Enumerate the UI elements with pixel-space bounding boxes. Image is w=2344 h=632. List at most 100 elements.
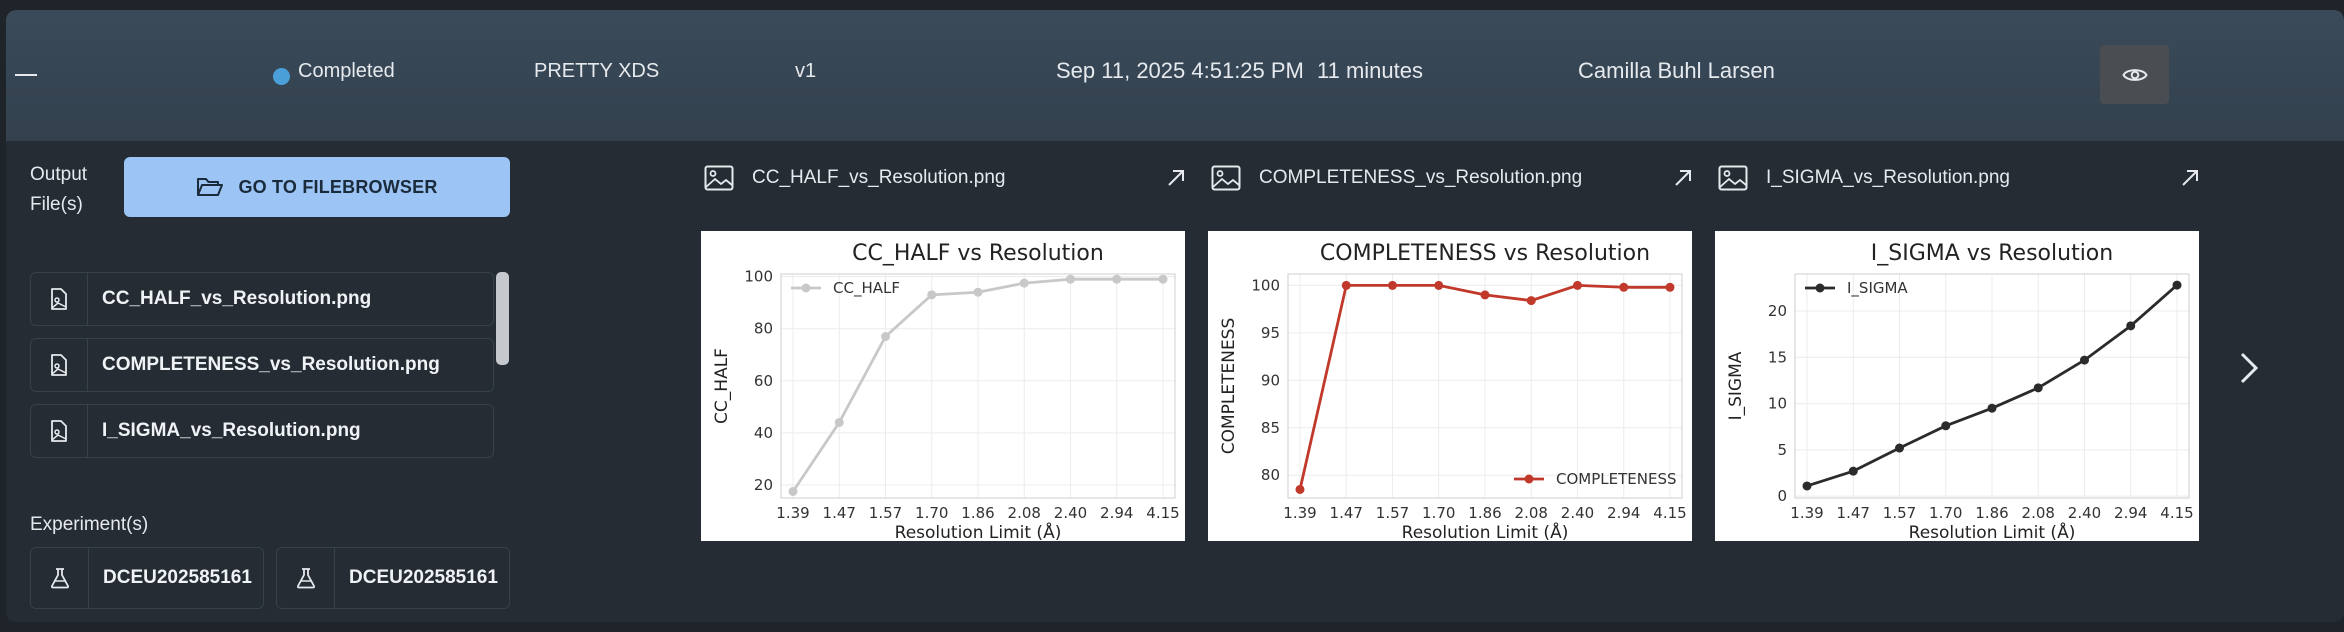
y-axis-label: I_SIGMA xyxy=(1726,351,1746,420)
x-tick-label: 2.08 xyxy=(1008,504,1041,522)
x-tick-label: 2.08 xyxy=(2022,504,2055,522)
data-point xyxy=(1619,282,1629,292)
data-point xyxy=(927,290,937,300)
chart-image-cc-half[interactable]: CC_HALF vs Resolution 1.39 1.47 1.57 1.70 1.8… xyxy=(701,231,1185,543)
data-point xyxy=(1112,274,1122,284)
i-sigma-chart: I_SIGMA vs Resolution 1.39 1.47 1.57 1.70 1.8… xyxy=(1726,241,2194,543)
y-tick-label: 90 xyxy=(1261,371,1280,389)
data-point xyxy=(1526,296,1536,306)
x-tick-label: 4.15 xyxy=(1653,504,1686,522)
data-point xyxy=(1434,280,1444,290)
x-tick-label: 1.57 xyxy=(1883,504,1916,522)
x-tick-label: 4.15 xyxy=(2160,504,2193,522)
filebrowser-label: GO TO FILEBROWSER xyxy=(238,176,438,197)
chart-title: I_SIGMA vs Resolution xyxy=(1871,241,2113,266)
chart-image-i-sigma[interactable]: I_SIGMA vs Resolution 1.39 1.47 1.57 1.70 1.8… xyxy=(1715,231,2199,543)
legend-marker xyxy=(1524,474,1534,484)
x-axis-label: Resolution Limit (Å) xyxy=(1402,521,1569,541)
x-tick-label: 1.47 xyxy=(1837,504,1870,522)
view-button[interactable] xyxy=(2100,45,2169,104)
data-point xyxy=(2172,280,2182,290)
image-card-filename: CC_HALF_vs_Resolution.png xyxy=(752,167,1006,188)
y-tick-label: 100 xyxy=(744,268,773,286)
file-list-scrollbar[interactable] xyxy=(496,272,509,365)
data-point xyxy=(1848,466,1858,476)
eye-icon xyxy=(2121,68,2148,81)
x-tick-label: 1.39 xyxy=(1283,504,1316,522)
data-point xyxy=(1341,280,1351,290)
status-text: Completed xyxy=(298,60,395,82)
job-header-row[interactable]: Completed PRETTY XDS v1 Sep 11, 2025 4:5… xyxy=(6,10,2344,141)
data-point xyxy=(1987,403,1997,413)
output-file-item[interactable]: COMPLETENESS_vs_Resolution.png xyxy=(30,338,494,392)
job-user: Camilla Buhl Larsen xyxy=(1578,58,1775,83)
y-tick-label: 20 xyxy=(754,476,773,494)
x-tick-label: 1.70 xyxy=(915,504,948,522)
data-point xyxy=(1158,274,1168,284)
data-point xyxy=(2126,321,2136,331)
data-point xyxy=(1019,278,1029,288)
data-point xyxy=(973,287,983,297)
legend-marker xyxy=(801,283,811,293)
x-tick-label: 2.94 xyxy=(1607,504,1640,522)
x-tick-label: 1.47 xyxy=(823,504,856,522)
data-point xyxy=(1480,290,1490,300)
y-tick-label: 85 xyxy=(1261,419,1280,437)
output-file-name: I_SIGMA_vs_Resolution.png xyxy=(102,420,361,441)
go-to-filebrowser-button[interactable]: GO TO FILEBROWSER xyxy=(124,157,510,217)
x-tick-label: 1.39 xyxy=(1790,504,1823,522)
plot-frame xyxy=(780,273,1176,499)
open-external-icon[interactable] xyxy=(1166,168,1186,188)
x-axis-label: Resolution Limit (Å) xyxy=(895,521,1062,541)
flask-icon xyxy=(296,568,315,589)
y-tick-label: 60 xyxy=(754,372,773,390)
output-file-item[interactable]: CC_HALF_vs_Resolution.png xyxy=(30,272,494,326)
y-axis-label: COMPLETENESS xyxy=(1219,318,1239,455)
output-files-label: Output File(s) xyxy=(30,164,88,215)
y-tick-label: 40 xyxy=(754,424,773,442)
x-tick-label: 1.57 xyxy=(869,504,902,522)
data-point xyxy=(834,417,844,427)
data-point xyxy=(2033,383,2043,393)
data-point xyxy=(2080,355,2089,365)
y-tick-label: 95 xyxy=(1261,324,1280,342)
x-tick-label: 2.40 xyxy=(1561,504,1594,522)
x-tick-label: 1.39 xyxy=(776,504,809,522)
x-tick-label: 2.40 xyxy=(2068,504,2101,522)
data-point xyxy=(1895,443,1904,453)
file-image-icon xyxy=(51,288,67,310)
legend-label: COMPLETENESS xyxy=(1556,470,1676,488)
job-duration: 11 minutes xyxy=(1317,58,1423,83)
y-tick-label: 10 xyxy=(1768,395,1787,413)
x-tick-label: 2.94 xyxy=(1100,504,1133,522)
x-tick-label: 2.08 xyxy=(1515,504,1548,522)
y-tick-label: 80 xyxy=(1261,466,1280,484)
output-file-item[interactable]: I_SIGMA_vs_Resolution.png xyxy=(30,404,494,458)
experiments-label: Experiment(s) xyxy=(30,514,149,535)
flask-icon xyxy=(50,568,69,589)
x-tick-label: 1.47 xyxy=(1330,504,1363,522)
experiment-item[interactable]: DCEU202585161 xyxy=(276,547,510,609)
legend-marker xyxy=(1815,283,1825,293)
collapse-icon[interactable] xyxy=(15,74,37,76)
image-icon xyxy=(1718,165,1748,191)
y-tick-label: 100 xyxy=(1251,276,1280,294)
open-external-icon[interactable] xyxy=(2180,168,2200,188)
image-icon xyxy=(1211,165,1241,191)
legend-label: I_SIGMA xyxy=(1847,279,1908,298)
image-card-header: COMPLETENESS_vs_Resolution.png xyxy=(1211,160,1695,196)
y-tick-label: 15 xyxy=(1768,348,1787,366)
y-tick-label: 80 xyxy=(754,320,773,338)
experiment-item[interactable]: DCEU202585161 xyxy=(30,547,264,609)
image-card-header: CC_HALF_vs_Resolution.png xyxy=(704,160,1188,196)
image-card-filename: COMPLETENESS_vs_Resolution.png xyxy=(1259,167,1583,188)
x-tick-label: 1.70 xyxy=(1422,504,1455,522)
chart-image-completeness[interactable]: COMPLETENESS vs Resolution 1.39 1.47 1.57 1.… xyxy=(1208,231,1692,543)
chart-title: CC_HALF vs Resolution xyxy=(852,241,1104,266)
chevron-right-icon[interactable] xyxy=(2238,350,2260,386)
data-point xyxy=(1573,280,1582,290)
file-image-icon xyxy=(51,420,67,442)
cc-half-chart: CC_HALF vs Resolution 1.39 1.47 1.57 1.70 1.8… xyxy=(712,241,1180,543)
open-external-icon[interactable] xyxy=(1673,168,1693,188)
folder-open-icon xyxy=(197,178,224,196)
